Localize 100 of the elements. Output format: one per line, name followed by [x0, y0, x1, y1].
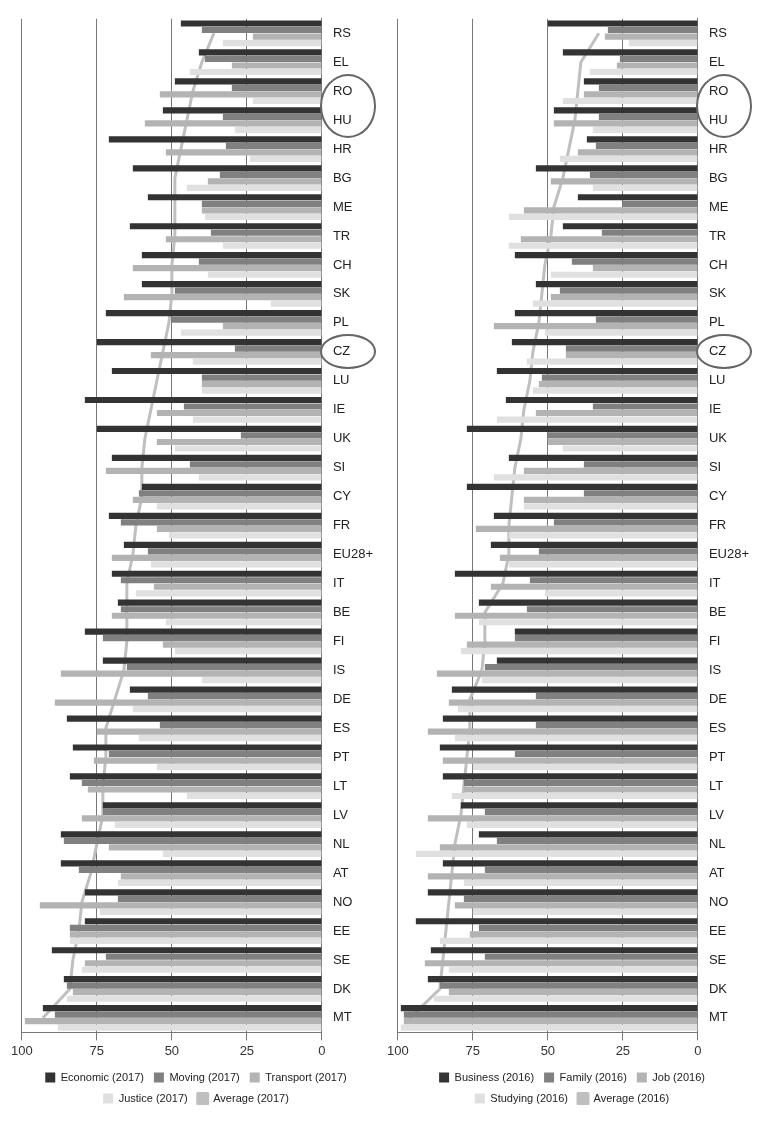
y-tick-label: IE — [708, 401, 722, 417]
bar — [66, 995, 322, 1002]
bar — [174, 78, 322, 85]
bar — [141, 252, 322, 259]
bar — [231, 62, 322, 69]
bar — [472, 763, 698, 771]
y-tick-label: DE — [332, 690, 352, 706]
bar — [42, 1005, 322, 1012]
bar — [466, 483, 698, 490]
y-tick-label: DK — [708, 980, 728, 996]
bar — [592, 184, 698, 191]
y-tick-label: ME — [332, 198, 353, 214]
y-tick-label: PL — [332, 314, 349, 330]
y-tick-label: EE — [332, 922, 351, 938]
bar — [102, 808, 322, 816]
y-tick-label: RS — [332, 24, 352, 40]
bar — [553, 107, 698, 114]
y-tick-label: DK — [332, 980, 352, 996]
bar — [604, 33, 698, 40]
bar — [204, 213, 322, 220]
bar — [577, 149, 698, 156]
bar — [583, 91, 698, 98]
y-tick-label: SE — [708, 951, 727, 967]
y-tick-label: FI — [708, 633, 721, 649]
bar — [135, 590, 322, 597]
x-tick-label: 100 — [10, 1042, 33, 1058]
legend-label: Job (2016) — [652, 1070, 705, 1083]
bar — [81, 779, 322, 787]
bar — [535, 165, 698, 172]
bar — [162, 641, 322, 648]
bar — [192, 358, 322, 365]
bar — [454, 735, 698, 742]
y-tick-label: IS — [708, 661, 722, 677]
bar — [448, 989, 698, 996]
y-tick-label: LU — [708, 372, 726, 388]
bar — [547, 20, 698, 27]
bar — [156, 763, 322, 771]
bar — [457, 706, 698, 713]
y-tick-label: BE — [332, 604, 351, 620]
bar — [562, 49, 698, 56]
bar — [180, 329, 322, 336]
bar — [201, 387, 322, 394]
y-tick-label: PT — [708, 748, 726, 764]
bar — [535, 281, 698, 288]
bar — [96, 338, 322, 346]
bar — [108, 844, 322, 851]
bar — [565, 352, 698, 359]
bar — [84, 889, 322, 896]
bar — [616, 62, 698, 69]
bar — [111, 570, 322, 577]
bar — [189, 68, 322, 76]
bar — [207, 178, 322, 185]
y-tick-label: NL — [332, 835, 350, 851]
y-tick-label: FR — [332, 517, 351, 533]
bar — [481, 677, 698, 684]
bar — [514, 750, 698, 758]
bar — [84, 960, 322, 967]
x-tick-label: 0 — [694, 1042, 702, 1058]
y-tick-label: SK — [708, 285, 727, 301]
bar — [586, 136, 698, 143]
bar — [240, 432, 322, 439]
y-tick-label: IT — [332, 575, 345, 591]
bar — [84, 396, 322, 404]
bar — [508, 532, 698, 539]
bar — [270, 300, 322, 307]
bar — [66, 715, 322, 722]
bar — [123, 541, 322, 548]
bar — [427, 889, 698, 896]
bar — [451, 792, 698, 800]
bar — [63, 976, 322, 983]
bar — [108, 136, 322, 143]
bar — [69, 773, 322, 780]
bar — [562, 445, 698, 452]
legend-label: Studying (2016) — [490, 1091, 569, 1104]
bar — [147, 194, 322, 201]
bar — [198, 474, 322, 481]
y-tick-label: DE — [708, 690, 728, 706]
bar — [189, 461, 322, 468]
bar — [514, 310, 698, 317]
legend-label: Family (2016) — [559, 1070, 627, 1083]
bar — [159, 721, 322, 729]
bar — [72, 989, 322, 996]
y-tick-label: FI — [332, 633, 345, 649]
bar — [183, 403, 322, 410]
bar — [538, 380, 698, 388]
y-tick-label: NO — [332, 893, 353, 909]
bar — [96, 425, 322, 433]
bar — [252, 97, 322, 105]
legend-label: Average (2016) — [593, 1091, 670, 1104]
bar — [508, 561, 698, 568]
bar — [186, 184, 322, 191]
bar — [448, 966, 698, 973]
y-tick-label: BE — [708, 604, 727, 620]
y-tick-label: LT — [708, 777, 724, 793]
bar — [442, 773, 698, 780]
bar — [231, 84, 322, 92]
bar — [433, 995, 698, 1002]
y-tick-label: RO — [708, 82, 729, 98]
y-tick-label: TR — [708, 227, 727, 243]
bar — [493, 512, 698, 519]
